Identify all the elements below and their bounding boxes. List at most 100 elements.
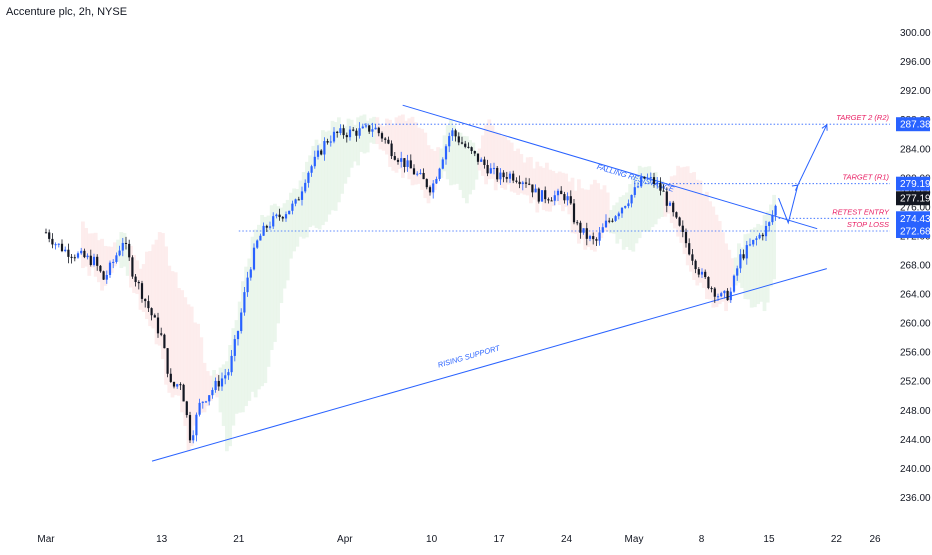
- x-tick-label: 10: [426, 534, 438, 545]
- cloud-band: [644, 166, 648, 232]
- candle-body: [89, 255, 92, 265]
- cloud-band: [746, 233, 751, 300]
- candle-body: [339, 128, 342, 133]
- candle-body: [534, 188, 537, 193]
- candle-body: [416, 173, 419, 175]
- x-tick-label: 15: [763, 534, 775, 545]
- candle-body: [598, 232, 601, 241]
- candle-body: [304, 182, 307, 192]
- candle-body: [537, 188, 540, 202]
- level-lines: [238, 123, 890, 232]
- candle-body: [278, 214, 281, 218]
- candle-body: [83, 250, 86, 258]
- candle-body: [86, 255, 89, 258]
- cloud-band: [394, 117, 399, 173]
- candle-body: [659, 182, 662, 191]
- candle-body: [620, 207, 624, 214]
- candle-body: [211, 389, 214, 396]
- candle-body: [262, 225, 265, 236]
- cloud-band: [308, 155, 312, 228]
- cloud-band: [346, 118, 351, 178]
- candle-body: [505, 177, 508, 179]
- candle-body: [435, 178, 438, 184]
- candle-body: [352, 129, 355, 131]
- cloud-band: [324, 131, 328, 222]
- cloud-band: [730, 258, 735, 287]
- cloud-band: [154, 239, 159, 345]
- candle-body: [566, 196, 569, 201]
- cloud-band: [673, 175, 677, 229]
- candles: [44, 122, 777, 444]
- cloud-band: [724, 243, 728, 312]
- candle-body: [457, 136, 460, 143]
- cloud-band: [557, 171, 562, 205]
- cloud-band: [561, 172, 565, 212]
- candle-body: [454, 130, 457, 137]
- cloud-band: [180, 290, 184, 413]
- cloud-band: [701, 194, 706, 288]
- candle-body: [374, 127, 377, 130]
- cloud-band: [90, 233, 95, 268]
- time-axis[interactable]: Mar 13 21 Apr 10 17 24 May 8 15 22 26: [37, 534, 881, 545]
- candle-body: [384, 138, 387, 140]
- cloud-band: [183, 297, 188, 426]
- cloud-band: [375, 117, 380, 145]
- candle-body: [444, 146, 448, 160]
- candle-body: [329, 141, 332, 143]
- projection-path[interactable]: [778, 123, 828, 225]
- candle-body: [480, 159, 483, 162]
- trendline[interactable]: [402, 104, 818, 230]
- projection-line[interactable]: [778, 124, 828, 225]
- cloud-band: [676, 165, 680, 237]
- cloud-band: [327, 130, 332, 215]
- cloud-band: [87, 233, 92, 276]
- candle-body: [246, 277, 249, 293]
- candle-body: [364, 125, 368, 127]
- candle-body: [425, 179, 428, 188]
- cloud-band: [458, 132, 463, 190]
- cloud-band: [743, 234, 748, 299]
- candle-body: [403, 158, 406, 167]
- x-tick-label: Apr: [337, 534, 353, 545]
- y-tick-label: 248.00: [900, 406, 931, 417]
- cloud-band: [305, 161, 309, 238]
- candle-body: [502, 172, 505, 178]
- cloud-band: [695, 179, 700, 286]
- cloud-band: [426, 145, 431, 204]
- candle-body: [704, 271, 707, 278]
- candle-body: [249, 269, 252, 278]
- candle-body: [355, 130, 358, 136]
- cloud-band: [193, 322, 197, 426]
- candle-body: [252, 247, 256, 270]
- candle-body: [697, 269, 700, 275]
- candle-body: [742, 254, 745, 259]
- candle-body: [156, 317, 160, 334]
- cloud-band: [365, 120, 370, 153]
- cloud-band: [388, 119, 392, 167]
- candle-body: [476, 153, 480, 162]
- trendline[interactable]: [151, 268, 827, 462]
- candle-body: [649, 177, 652, 179]
- candle-body: [70, 256, 73, 258]
- cloud-band: [519, 154, 524, 194]
- candle-body: [508, 173, 512, 179]
- cloud-band: [586, 189, 591, 247]
- candle-body: [105, 274, 108, 280]
- candle-body: [460, 142, 464, 144]
- candle-body: [64, 249, 67, 252]
- candle-body: [492, 167, 496, 169]
- cloud-band: [228, 345, 232, 447]
- cloud-band: [535, 161, 540, 213]
- cloud-band: [381, 126, 386, 151]
- candle-body: [512, 173, 515, 181]
- x-tick-label: 22: [831, 534, 843, 545]
- candle-body: [281, 217, 284, 219]
- cloud-band: [397, 115, 402, 170]
- price-axis[interactable]: 300.00296.00292.00288.00284.00280.00276.…: [896, 28, 931, 504]
- candle-body: [112, 261, 115, 263]
- candle-body: [393, 156, 396, 160]
- cloud-band: [532, 168, 536, 200]
- candle-body: [195, 414, 198, 436]
